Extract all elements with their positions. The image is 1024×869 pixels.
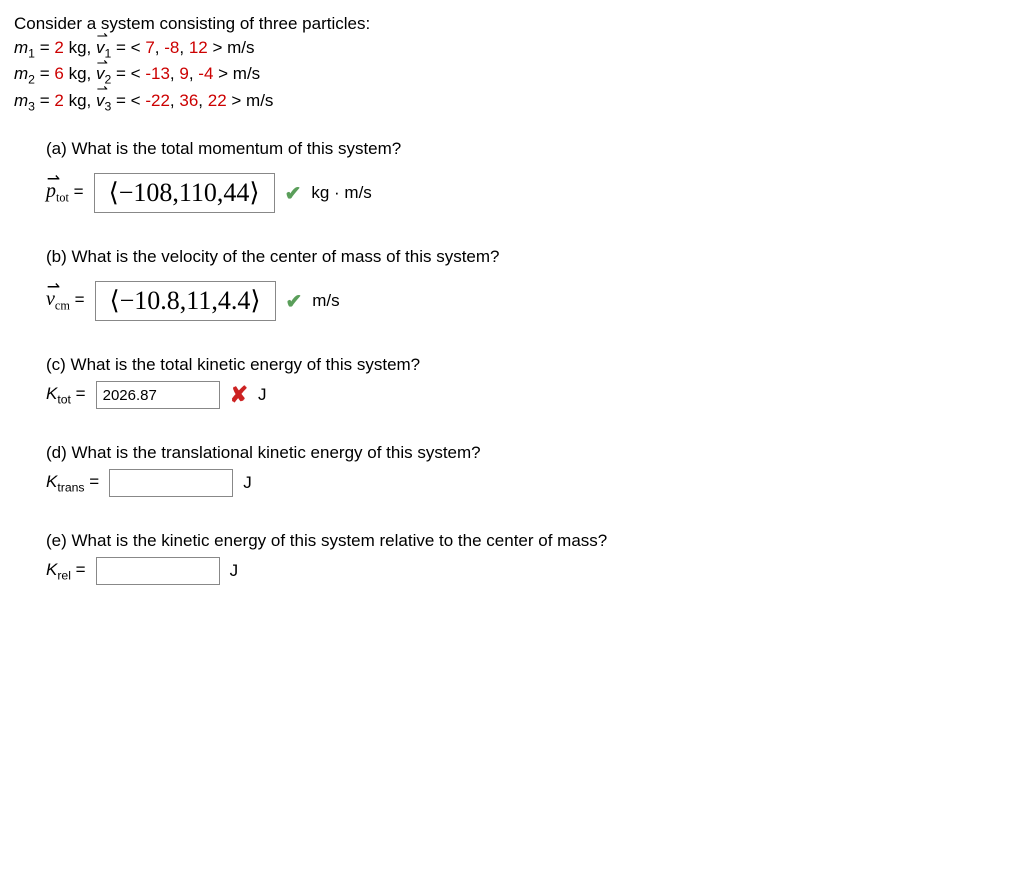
- v-unit: m/s: [227, 38, 254, 57]
- particle-3: m3 = 2 kg, v3 = < -22, 36, 22 > m/s: [14, 91, 1010, 113]
- m-val: 6: [54, 64, 63, 83]
- m-sub: 2: [28, 73, 35, 87]
- k-sub: trans: [57, 480, 84, 494]
- v-x: -13: [145, 64, 170, 83]
- part-b-question: (b) What is the velocity of the center o…: [46, 247, 1010, 267]
- k-trans-unit: J: [243, 473, 252, 493]
- m-unit: kg: [69, 64, 87, 83]
- part-a-question: (a) What is the total momentum of this s…: [46, 139, 1010, 159]
- part-b: (b) What is the velocity of the center o…: [46, 247, 1010, 321]
- particle-1: m1 = 2 kg, v1 = < 7, -8, 12 > m/s: [14, 38, 1010, 60]
- v-y: -8: [164, 38, 179, 57]
- v-cm-symbol: vcm =: [46, 288, 85, 313]
- v-cm-unit: m/s: [312, 291, 339, 311]
- v-x: -22: [145, 91, 170, 110]
- part-e-question: (e) What is the kinetic energy of this s…: [46, 531, 1010, 551]
- m-sub: 1: [28, 46, 35, 60]
- v-var: v: [96, 91, 105, 111]
- k-var: K: [46, 560, 57, 579]
- k-rel-unit: J: [230, 561, 239, 581]
- part-c-question: (c) What is the total kinetic energy of …: [46, 355, 1010, 375]
- check-icon: ✔: [286, 289, 303, 314]
- v-x: 7: [145, 38, 154, 57]
- k-rel-input[interactable]: [96, 557, 220, 585]
- part-c: (c) What is the total kinetic energy of …: [46, 355, 1010, 409]
- part-e: (e) What is the kinetic energy of this s…: [46, 531, 1010, 585]
- check-icon: ✔: [285, 181, 302, 206]
- v-sub: 3: [104, 99, 111, 113]
- m-sub: 3: [28, 99, 35, 113]
- p-var: p: [46, 180, 56, 203]
- m-val: 2: [54, 38, 63, 57]
- v-z: 22: [208, 91, 227, 110]
- m-val: 2: [54, 91, 63, 110]
- v-y: 9: [179, 64, 188, 83]
- particle-2: m2 = 6 kg, v2 = < -13, 9, -4 > m/s: [14, 64, 1010, 86]
- m-var: m: [14, 91, 28, 110]
- k-tot-symbol: Ktot =: [46, 384, 86, 406]
- v-cm-answer[interactable]: ⟨−10.8,11,4.4⟩: [95, 281, 276, 321]
- v-y: 36: [179, 91, 198, 110]
- p-tot-symbol: ptot =: [46, 180, 84, 205]
- v-z: 12: [189, 38, 208, 57]
- k-var: K: [46, 472, 57, 491]
- cross-icon: ✘: [230, 382, 248, 408]
- p-tot-unit: kg · m/s: [311, 183, 371, 203]
- m-var: m: [14, 38, 28, 57]
- k-sub: rel: [57, 568, 71, 582]
- part-a: (a) What is the total momentum of this s…: [46, 139, 1010, 213]
- m-unit: kg: [69, 38, 87, 57]
- k-trans-input[interactable]: [109, 469, 233, 497]
- k-sub: tot: [57, 392, 71, 406]
- k-rel-symbol: Krel =: [46, 560, 86, 582]
- v-z: -4: [198, 64, 213, 83]
- v-sub: cm: [55, 299, 70, 313]
- v-unit: m/s: [246, 91, 273, 110]
- k-tot-input[interactable]: [96, 381, 220, 409]
- intro-text: Consider a system consisting of three pa…: [14, 14, 1010, 34]
- k-trans-symbol: Ktrans =: [46, 472, 99, 494]
- m-var: m: [14, 64, 28, 83]
- v-var: v: [46, 288, 55, 311]
- m-unit: kg: [69, 91, 87, 110]
- part-d: (d) What is the translational kinetic en…: [46, 443, 1010, 497]
- part-d-question: (d) What is the translational kinetic en…: [46, 443, 1010, 463]
- k-tot-unit: J: [258, 385, 267, 405]
- v-unit: m/s: [233, 64, 260, 83]
- p-tot-answer[interactable]: ⟨−108,110,44⟩: [94, 173, 275, 213]
- k-var: K: [46, 384, 57, 403]
- p-sub: tot: [56, 191, 69, 205]
